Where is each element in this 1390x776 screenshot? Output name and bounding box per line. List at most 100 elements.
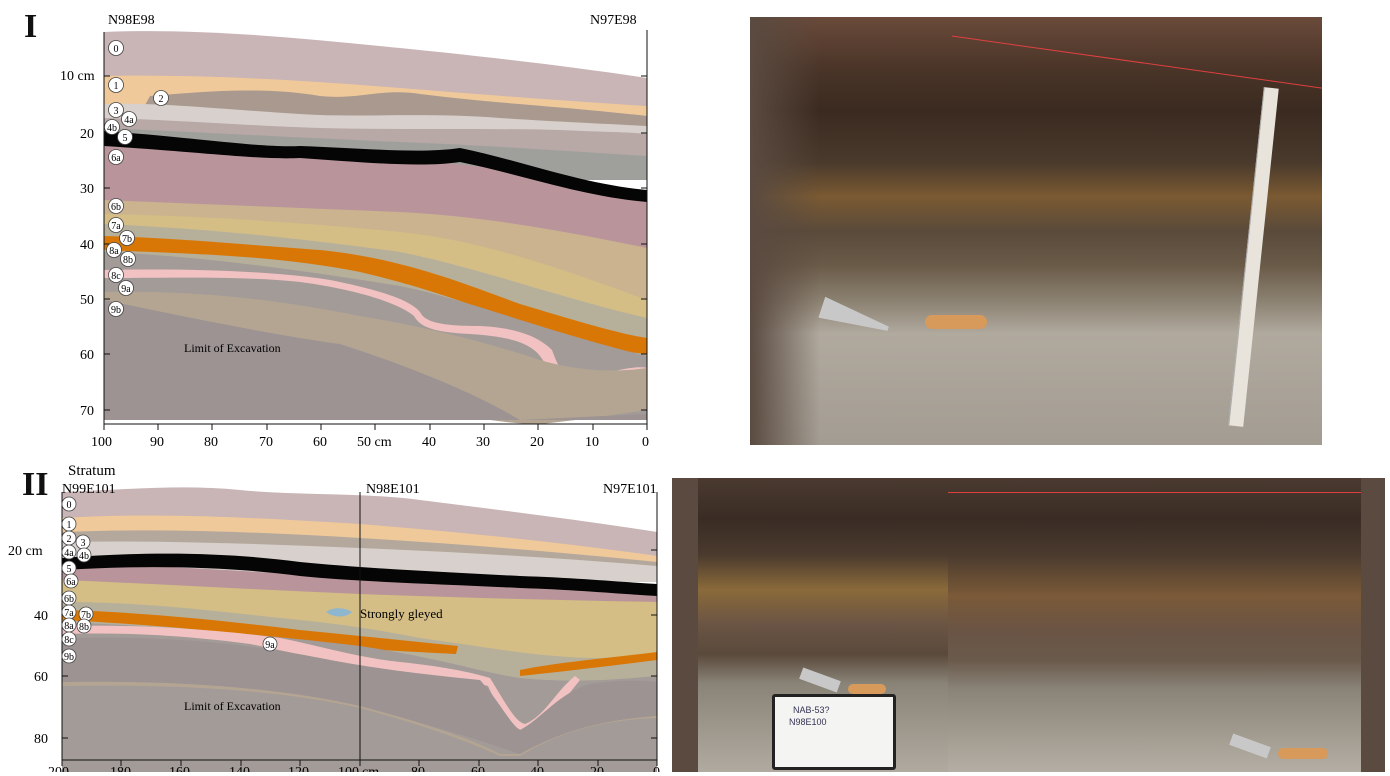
svg-text:5: 5	[67, 564, 72, 575]
svg-text:8b: 8b	[123, 255, 133, 266]
photo-II-trowel-right	[1229, 733, 1271, 759]
panel-I-marker-7b: 7b	[119, 230, 135, 246]
svg-text:5: 5	[123, 133, 128, 144]
panel-I-marker-3: 3	[108, 102, 124, 118]
photo-I-trowel-handle	[925, 315, 987, 329]
pink-layer-area	[104, 269, 647, 389]
svg-text:6b: 6b	[64, 594, 74, 605]
panel-II-x-60: 60	[471, 765, 485, 772]
photo-I-measuring-stick	[1228, 87, 1279, 427]
svg-text:7a: 7a	[111, 221, 121, 232]
panel-I-marker-8a: 8a	[106, 242, 122, 258]
black-layer-area	[104, 131, 647, 202]
svg-text:8c: 8c	[64, 635, 74, 646]
photo-I-left-wall	[750, 17, 820, 445]
panel-I-x-0: 0	[642, 435, 649, 450]
panel-II-x-160: 160	[169, 765, 190, 772]
panel-II-photo-right	[948, 478, 1385, 772]
photo-I-trowel	[818, 297, 891, 340]
panel-II-x-40: 40	[530, 765, 544, 772]
panel-I-left-grid: N98E98	[108, 13, 155, 28]
panel-I-marker-1: 1	[108, 77, 124, 93]
panel-I-depth-60: 60	[80, 348, 94, 363]
panel-I-x-100: 100	[91, 435, 112, 450]
panel-II-x-cm: cm	[362, 765, 379, 772]
panel-II-marker-0: 0	[61, 496, 77, 512]
panel-I-profile: N98E98 N97E98 10 cm 20 30 40 50 60 70 10…	[60, 13, 649, 450]
svg-text:7a: 7a	[64, 608, 74, 619]
panel-II-depth-20: 20 cm	[8, 544, 43, 559]
panel-I-x-ticks	[103, 424, 648, 430]
panel-I-x-30: 30	[476, 435, 490, 450]
panel-I-marker-6b: 6b	[108, 198, 124, 214]
svg-text:6b: 6b	[111, 202, 121, 213]
panel-I-x-20: 20	[530, 435, 544, 450]
panel-II-x-120: 120	[288, 765, 309, 772]
panel-II-title: Stratum	[68, 463, 116, 479]
svg-text:2: 2	[159, 94, 164, 105]
panel-II-marker-9b: 9b	[61, 648, 77, 664]
orange-layer-right-II	[520, 652, 657, 676]
panel-II-limit-of-excavation: Limit of Excavation	[184, 699, 281, 713]
panel-II-stratum-markers: 0 1 2 3 4a 4b 5 6a 6b 7a 7b 8a 8b 8c 9a …	[61, 496, 278, 664]
panel-I-depth-30: 30	[80, 182, 94, 197]
panel-II-x-100: 100	[338, 765, 359, 772]
whiteboard-line-2: N98E100	[789, 717, 827, 727]
panel-II-left-grid: N99E101	[62, 482, 116, 497]
panel-II-marker-9a: 9a	[262, 636, 278, 652]
photo-I-red-string	[951, 35, 1322, 90]
panel-II-x-200: 200	[48, 765, 69, 772]
svg-text:8a: 8a	[109, 246, 119, 257]
panel-I-x-90: 90	[150, 435, 164, 450]
panel-II-x-180: 180	[110, 765, 131, 772]
panel-II-marker-2: 2	[61, 530, 77, 546]
panel-II-marker-8b: 8b	[76, 618, 92, 634]
svg-text:8c: 8c	[111, 271, 121, 282]
panel-I-marker-4a: 4a	[121, 111, 137, 127]
svg-text:1: 1	[67, 520, 72, 531]
svg-text:4a: 4a	[64, 548, 74, 559]
panel-II-marker-8a: 8a	[61, 617, 77, 633]
panel-II-x-0: 0	[653, 765, 660, 772]
panel-II-profile: Stratum N99E101 N98E101 N97E101 20 cm 40…	[8, 463, 660, 772]
photo-II-trowel-left	[799, 667, 841, 693]
panel-I-x-80: 80	[204, 435, 218, 450]
panel-II-marker-8c: 8c	[61, 631, 77, 647]
panel-I-label: I	[24, 8, 38, 45]
svg-text:1: 1	[114, 81, 119, 92]
panel-I-depth-10: 10 cm	[60, 69, 95, 84]
panel-II-depth-80: 80	[34, 732, 48, 747]
svg-text:6a: 6a	[66, 577, 76, 588]
panel-I-marker-7a: 7a	[108, 217, 124, 233]
panel-I-marker-8c: 8c	[108, 267, 124, 283]
panel-I-marker-8b: 8b	[120, 251, 136, 267]
panel-I-photo	[750, 17, 1322, 445]
photo-II-right-wall	[1361, 478, 1385, 772]
svg-text:9b: 9b	[111, 305, 121, 316]
panel-I-limit-of-excavation: Limit of Excavation	[184, 341, 281, 355]
panel-I-marker-9b: 9b	[108, 301, 124, 317]
panel-I-x-60: 60	[313, 435, 327, 450]
panel-II-marker-4b: 4b	[76, 547, 92, 563]
panel-I-stratum-markers: 0 1 2 3 4a 4b 5 6a 6b 7a 7b 8a 8b 8c 9a …	[104, 40, 169, 317]
svg-text:4a: 4a	[124, 115, 134, 126]
panel-II-depth-40: 40	[34, 609, 48, 624]
panel-II-marker-4a: 4a	[61, 544, 77, 560]
panel-II-marker-6a: 6a	[63, 573, 79, 589]
panel-II-x-140: 140	[229, 765, 250, 772]
svg-text:3: 3	[114, 106, 119, 117]
panel-II-marker-7a: 7a	[61, 604, 77, 620]
panel-II-x-20: 20	[590, 765, 604, 772]
panel-I-depth-40: 40	[80, 238, 94, 253]
svg-text:8b: 8b	[79, 622, 89, 633]
whiteboard-line-1: NAB-53?	[793, 705, 830, 715]
panel-I-depth-70: 70	[80, 404, 94, 419]
panel-II-marker-6b: 6b	[61, 590, 77, 606]
gleyed-patch-II	[326, 608, 352, 617]
panel-I-marker-9a: 9a	[118, 280, 134, 296]
svg-text:4b: 4b	[107, 123, 117, 134]
svg-text:8a: 8a	[64, 621, 74, 632]
panel-I-marker-2: 2	[153, 90, 169, 106]
panel-II-label: II	[22, 466, 49, 503]
svg-text:9b: 9b	[64, 652, 74, 663]
